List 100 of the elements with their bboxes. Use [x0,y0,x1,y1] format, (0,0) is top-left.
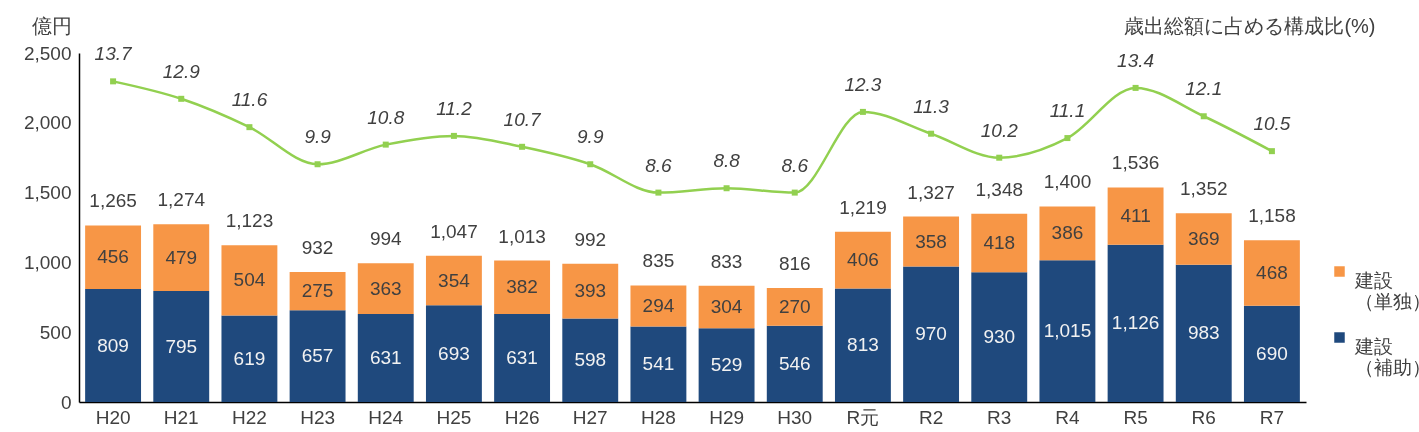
x-tick-label: H28 [640,406,676,428]
x-tick-label: H27 [572,406,608,428]
data-label: 275 [301,280,334,302]
data-label: 930 [983,326,1016,348]
data-label: 529 [710,354,743,376]
bar [630,326,687,402]
x-tick-label: H26 [504,406,540,428]
x-tick-label: H24 [368,406,404,428]
bar [1039,260,1096,402]
total-label: 932 [301,236,334,258]
bar [1175,264,1232,402]
bar [562,318,619,402]
bar [971,272,1028,402]
bar [698,328,755,402]
point [859,108,866,115]
total-label: 1,158 [1248,205,1296,227]
data-label: 9.9 [304,126,332,148]
point [1132,84,1139,91]
data-label: 970 [915,323,947,345]
data-label: 406 [847,249,879,271]
y-tick-label: 1,500 [23,182,72,204]
data-label: 411 [1120,205,1151,227]
data-label: 546 [778,352,811,374]
data-label: 8.6 [781,154,809,176]
bar [1107,244,1164,402]
bar [85,289,142,402]
total-label: 1,219 [839,196,887,218]
bar [562,263,619,319]
total-label: 994 [369,228,403,250]
x-tick-label: H22 [231,406,267,428]
data-label: 10.5 [1253,113,1291,135]
total-label: 1,274 [157,189,206,211]
x-tick-label: H25 [436,406,472,428]
x-tick-label: R3 [987,406,1012,428]
total-label: 1,327 [907,181,955,203]
x-tick-label: H21 [163,406,199,428]
x-tick-label: H23 [300,406,336,428]
data-label: 504 [233,269,266,291]
data-label: 11.3 [913,95,950,117]
data-label: 8.8 [713,150,741,172]
point [1064,135,1071,142]
data-label: 8.6 [645,154,673,176]
y-tick-label: 0 [60,391,72,413]
data-label: 354 [438,269,471,291]
x-tick-label: R元 [846,406,880,428]
data-label: 12.3 [844,73,882,95]
bar [494,313,551,402]
point [1268,148,1275,155]
total-label: 1,352 [1179,178,1228,200]
data-label: 541 [642,353,675,375]
x-tick-label: R6 [1191,406,1216,428]
total-label: 1,123 [225,210,274,232]
bar [221,245,278,316]
bar [289,271,346,311]
data-label: 795 [165,335,198,357]
point [110,78,117,85]
bar [289,310,346,402]
point [791,189,798,196]
data-label: 1,126 [1111,312,1160,334]
data-label: 619 [233,347,266,369]
bar [153,224,210,292]
data-label: 693 [438,342,470,364]
total-label: 1,013 [498,225,546,247]
data-label: 294 [642,294,675,316]
data-label: 598 [574,349,607,371]
point [450,132,457,139]
x-tick-label: R7 [1259,406,1285,428]
data-label: 631 [506,346,538,368]
bar [357,263,414,314]
total-label: 1,047 [430,220,478,242]
y2-axis-title: 歳出総額に占める構成比(%) [1124,14,1376,37]
total-label: 1,536 [1111,152,1160,174]
bar [1107,187,1164,245]
bar [85,225,142,290]
data-label: 418 [983,232,1016,253]
y-tick-label: 1,000 [23,251,72,273]
bar [903,216,960,267]
y-tick-label: 2,500 [23,42,72,64]
bar [766,325,823,402]
total-label: 1,400 [1043,171,1092,193]
data-label: 456 [97,246,129,268]
data-label: 270 [778,295,811,317]
bar [425,255,482,306]
point [382,141,389,148]
bar [834,288,891,402]
total-label: 992 [574,228,607,250]
bar [766,288,823,326]
data-label: 10.8 [367,106,405,128]
data-label: 809 [97,334,129,356]
bar [1243,240,1300,306]
bar [1039,206,1096,261]
data-label: 12.1 [1185,78,1223,100]
data-label: 11.2 [436,97,473,119]
data-label: 631 [369,346,402,368]
x-tick-label: R2 [918,406,944,428]
data-label: 11.1 [1049,100,1086,122]
x-tick-label: R4 [1055,406,1080,428]
data-label: 382 [506,276,538,298]
total-label: 1,348 [975,178,1024,200]
data-label: 386 [1051,222,1084,244]
